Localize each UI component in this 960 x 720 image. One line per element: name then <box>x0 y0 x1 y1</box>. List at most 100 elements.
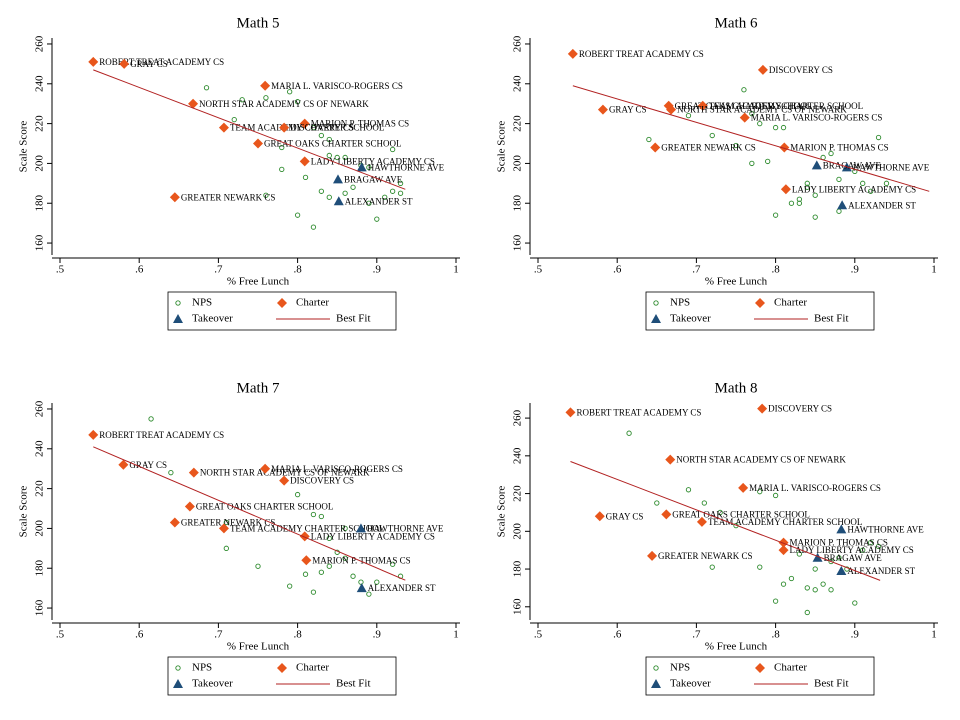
y-tick-label: 240 <box>512 75 524 92</box>
y-tick-label: 240 <box>34 75 46 92</box>
point-label: GRAY CS <box>606 511 644 521</box>
x-tick-label: .7 <box>214 264 223 276</box>
y-tick-label: 180 <box>34 194 46 211</box>
nps-point <box>788 575 795 582</box>
nps-point <box>358 579 364 585</box>
nps-point <box>772 492 779 499</box>
y-tick-label: 160 <box>512 598 524 615</box>
nps-point <box>804 609 810 616</box>
nps-point <box>836 208 842 214</box>
nps-point <box>852 600 858 606</box>
charter-point <box>778 545 789 556</box>
nps-point <box>318 132 325 139</box>
charter-point <box>299 156 310 167</box>
point-label: DISCOVERY CS <box>768 404 832 414</box>
charter-point <box>739 112 750 123</box>
point-label: MARION P. THOMAS CS <box>790 143 888 153</box>
nps-point <box>812 214 818 220</box>
y-tick-label: 220 <box>34 115 46 132</box>
point-label: ROBERT TREAT ACADEMY CS <box>579 49 704 59</box>
point-label: MARIA L. VARISCO-ROGERS CS <box>749 483 881 493</box>
nps-point <box>366 164 372 171</box>
takeover-point <box>812 552 823 562</box>
y-tick-label: 180 <box>512 560 524 577</box>
y-axis-label: Scale Score <box>496 121 508 173</box>
takeover-point <box>811 160 822 170</box>
nps-point <box>366 200 372 206</box>
legend-label: Charter <box>296 297 329 309</box>
legend-symbol <box>755 663 765 673</box>
nps-point <box>203 85 210 91</box>
nps-point <box>287 89 293 95</box>
charter-point <box>184 501 195 512</box>
nps-point <box>223 545 229 551</box>
point-label: ALEXANDER ST <box>848 200 916 210</box>
nps-point <box>302 571 309 577</box>
legend-symbol <box>277 298 287 308</box>
x-axis-label: % Free Lunch <box>227 276 290 288</box>
point-label: TEAM ACADEMY CHARTER SCHOOL <box>230 123 384 133</box>
nps-point <box>342 190 348 196</box>
nps-point <box>231 116 237 123</box>
y-tick-label: 180 <box>512 194 524 211</box>
x-tick-label: .7 <box>214 629 223 641</box>
best-fit-line <box>572 85 930 192</box>
nps-point <box>326 194 332 200</box>
nps-point <box>646 136 652 143</box>
point-label: GREATER NEWARK CS <box>181 192 276 202</box>
charter-point <box>260 463 271 474</box>
nps-point <box>749 111 755 117</box>
charter-point <box>757 403 768 414</box>
charter-point <box>697 100 708 111</box>
charter-point <box>301 555 312 566</box>
nps-point <box>326 136 332 143</box>
nps-point <box>263 95 269 101</box>
charter-point <box>565 407 576 418</box>
x-tick-label: 1 <box>931 629 937 641</box>
point-label: GREATER NEWARK CS <box>661 143 756 153</box>
nps-point <box>749 160 755 167</box>
nps-point <box>168 470 174 476</box>
legend-box <box>167 656 397 696</box>
charter-point <box>169 192 180 203</box>
charter-point <box>88 429 99 440</box>
charter-point <box>647 550 658 561</box>
point-label: MARIA L. VARISCO-ROGERS CS <box>751 113 883 123</box>
nps-point <box>382 194 388 200</box>
charter-point <box>279 475 290 486</box>
x-tick-label: .9 <box>373 264 382 276</box>
y-tick-label: 240 <box>512 447 524 464</box>
point-label: GREAT OAKS CHARTER SCHOOL <box>264 139 402 149</box>
nps-point <box>772 598 779 604</box>
point-label: BRAGAW AVE <box>824 553 883 563</box>
point-label: LADY LIBERTY ACADEMY CS <box>311 156 435 166</box>
point-label: NORTH STAR ACADEMY CS OF NEWARK <box>199 99 369 109</box>
legend-label: Takeover <box>192 678 233 690</box>
y-tick-label: 260 <box>512 35 524 52</box>
nps-point <box>310 511 317 518</box>
nps-point <box>772 212 779 218</box>
legend-label: Takeover <box>670 313 711 325</box>
nps-point <box>709 132 715 139</box>
nps-point <box>820 581 826 587</box>
charter-point <box>119 58 130 69</box>
nps-point <box>310 224 317 230</box>
nps-point <box>812 587 818 593</box>
nps-point <box>148 416 154 422</box>
point-label: GREAT OAKS CHARTER SCHOOL <box>672 509 810 519</box>
y-tick-label: 200 <box>34 520 46 537</box>
nps-point <box>812 566 818 572</box>
point-label: GREATER NEWARK CS <box>658 551 753 561</box>
takeover-point <box>836 565 847 575</box>
nps-point <box>860 547 866 553</box>
point-label: GRAY CS <box>609 105 647 115</box>
point-label: DISCOVERY CS <box>290 476 354 486</box>
charter-point <box>118 459 129 470</box>
charter-point <box>567 48 578 59</box>
point-label: TEAM ACADEMY CHARTER SCHOOL <box>708 517 862 527</box>
charter-point <box>188 98 199 109</box>
y-tick-label: 260 <box>512 409 524 426</box>
nps-point <box>828 558 834 565</box>
nps-point <box>757 120 763 127</box>
